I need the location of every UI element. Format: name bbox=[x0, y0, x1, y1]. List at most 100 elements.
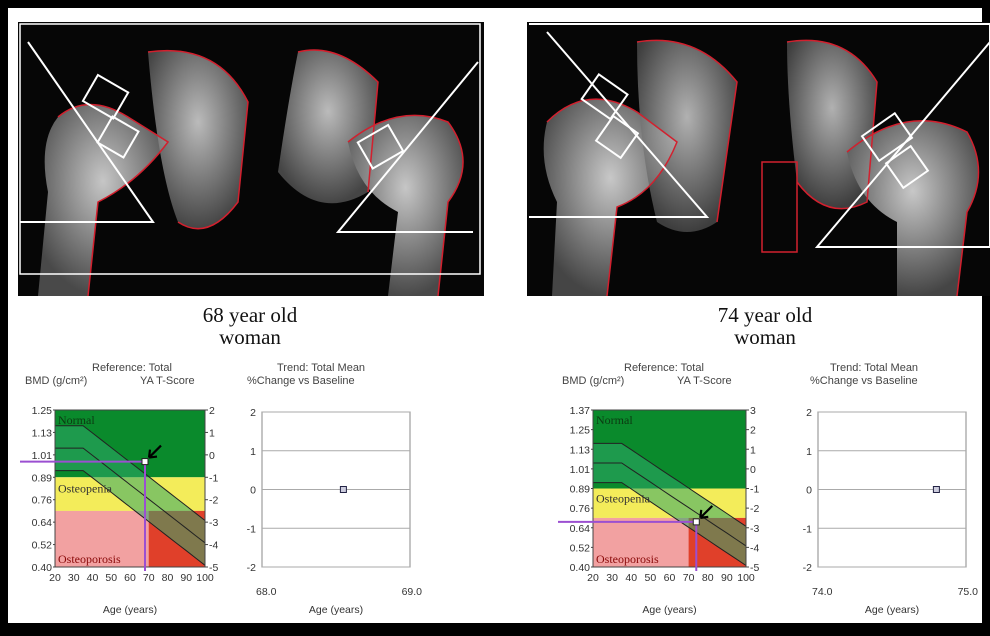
bmd-tick-label: 1.37 bbox=[570, 405, 591, 417]
trend-tick-label: 1 bbox=[250, 446, 256, 458]
bmd-tick-label: 0.76 bbox=[32, 495, 53, 507]
age-tick-label: 70 bbox=[143, 572, 155, 584]
trend-x-tick-label: 68.0 bbox=[256, 586, 277, 598]
osteoporosis-label: Osteoporosis bbox=[58, 552, 121, 566]
bmd-tick-label: 1.25 bbox=[570, 425, 591, 437]
t-score-tick-label: -3 bbox=[750, 523, 759, 535]
normal-label: Normal bbox=[596, 413, 633, 427]
age-tick-label: 20 bbox=[49, 572, 61, 584]
age-axis-label: Age (years) bbox=[642, 604, 696, 616]
bone-outline bbox=[57, 49, 464, 296]
trend-tick-label: 0 bbox=[806, 485, 812, 497]
ref-title: Reference: Total bbox=[92, 362, 172, 374]
age-tick-label: 40 bbox=[625, 572, 637, 584]
osteoporosis-label: Osteoporosis bbox=[596, 552, 659, 566]
age-tick-label: 90 bbox=[180, 572, 192, 584]
t-score-tick-label: 0 bbox=[750, 464, 756, 476]
trend-tick-label: 2 bbox=[806, 407, 812, 419]
tscore-axis-title: YA T-Score bbox=[140, 375, 195, 387]
caption-line-2: woman bbox=[734, 325, 796, 349]
t-score-tick-label: 3 bbox=[750, 405, 756, 417]
t-score-tick-label: -4 bbox=[750, 542, 759, 554]
trend-subtitle: %Change vs Baseline bbox=[247, 375, 355, 387]
bmd-tick-label: 0.52 bbox=[32, 540, 53, 552]
age-tick-label: 100 bbox=[196, 572, 214, 584]
bmd-tick-label: 0.40 bbox=[570, 562, 591, 574]
bmd-tick-label: 0.89 bbox=[570, 484, 591, 496]
age-tick-label: 70 bbox=[683, 572, 695, 584]
osteopenia-label: Osteopenia bbox=[596, 491, 651, 505]
t-score-tick-label: -2 bbox=[750, 503, 759, 515]
age-tick-label: 90 bbox=[721, 572, 733, 584]
t-score-tick-label: 2 bbox=[209, 405, 215, 417]
age-tick-label: 50 bbox=[645, 572, 657, 584]
bmd-tick-label: 0.76 bbox=[570, 503, 591, 515]
age-tick-label: 40 bbox=[87, 572, 99, 584]
reference-curve-upper bbox=[593, 442, 747, 527]
caption-line-2: woman bbox=[219, 325, 281, 349]
trend-subtitle: %Change vs Baseline bbox=[810, 375, 918, 387]
trend-tick-label: -1 bbox=[803, 523, 812, 535]
t-score-tick-label: -1 bbox=[209, 472, 218, 484]
t-score-tick-label: 1 bbox=[750, 444, 756, 456]
reference-curve-band bbox=[593, 443, 746, 566]
caption-line-1: 68 year old bbox=[202, 303, 298, 327]
trend-tick-label: 1 bbox=[806, 446, 812, 458]
bmd-tick-label: 1.01 bbox=[32, 450, 53, 462]
trend-tick-label: -1 bbox=[247, 523, 256, 535]
age-tick-label: 20 bbox=[587, 572, 599, 584]
trend-tick-label: -2 bbox=[247, 562, 256, 574]
age-tick-label: 80 bbox=[702, 572, 714, 584]
normal-label: Normal bbox=[58, 413, 95, 427]
trend-axis-label: Age (years) bbox=[865, 604, 919, 616]
age-tick-label: 80 bbox=[162, 572, 174, 584]
bmd-tick-label: 1.25 bbox=[32, 405, 53, 417]
ref-title: Reference: Total bbox=[624, 362, 704, 374]
t-score-tick-label: -5 bbox=[750, 562, 759, 574]
trend-x-tick-label: 69.0 bbox=[402, 586, 423, 598]
trend-point bbox=[932, 486, 940, 493]
bmd-tick-label: 0.40 bbox=[32, 562, 53, 574]
patient-marker bbox=[141, 458, 149, 466]
age-tick-label: 60 bbox=[664, 572, 676, 584]
t-score-tick-label: -2 bbox=[209, 495, 218, 507]
trend-point bbox=[339, 486, 347, 493]
tscore-axis-title: YA T-Score bbox=[677, 375, 732, 387]
bmd-tick-label: 1.13 bbox=[570, 444, 591, 456]
caption-patient-2: 74 year old woman bbox=[665, 304, 865, 348]
reference-curve-mean bbox=[55, 447, 206, 544]
caption-patient-1: 68 year old woman bbox=[150, 304, 350, 348]
reference-curve-lower bbox=[55, 470, 206, 566]
ref-plot-frame bbox=[54, 409, 206, 568]
trend-x-tick-label: 75.0 bbox=[958, 586, 979, 598]
t-score-tick-label: -3 bbox=[209, 517, 218, 529]
bmd-tick-label: 0.89 bbox=[32, 472, 53, 484]
patient-marker bbox=[692, 518, 700, 526]
t-score-tick-label: 1 bbox=[209, 427, 215, 439]
t-score-tick-label: 2 bbox=[750, 425, 756, 437]
trend-x-tick-label: 74.0 bbox=[812, 586, 833, 598]
trend-title: Trend: Total Mean bbox=[277, 362, 366, 374]
caption-line-1: 74 year old bbox=[717, 303, 813, 327]
t-score-tick-label: -5 bbox=[209, 562, 218, 574]
arrow-icon bbox=[147, 444, 162, 459]
bmd-tick-label: 0.52 bbox=[570, 542, 591, 554]
bmd-tick-label: 0.64 bbox=[570, 523, 591, 535]
bmd-tick-label: 1.01 bbox=[570, 464, 591, 476]
bmd-axis-title: BMD (g/cm²) bbox=[562, 375, 625, 387]
t-score-tick-label: -4 bbox=[209, 540, 218, 552]
t-score-tick-label: -1 bbox=[750, 484, 759, 496]
age-tick-label: 100 bbox=[737, 572, 755, 584]
hip-scan-image-2 bbox=[527, 22, 990, 296]
hip-scan-image-1 bbox=[18, 22, 484, 296]
age-tick-label: 50 bbox=[105, 572, 117, 584]
bmd-axis-title: BMD (g/cm²) bbox=[25, 375, 88, 387]
age-tick-label: 30 bbox=[68, 572, 80, 584]
reference-curve-mean bbox=[593, 462, 747, 547]
trend-tick-label: -2 bbox=[803, 562, 812, 574]
age-tick-label: 30 bbox=[606, 572, 618, 584]
bmd-tick-label: 0.64 bbox=[32, 517, 53, 529]
age-axis-label: Age (years) bbox=[103, 604, 157, 616]
